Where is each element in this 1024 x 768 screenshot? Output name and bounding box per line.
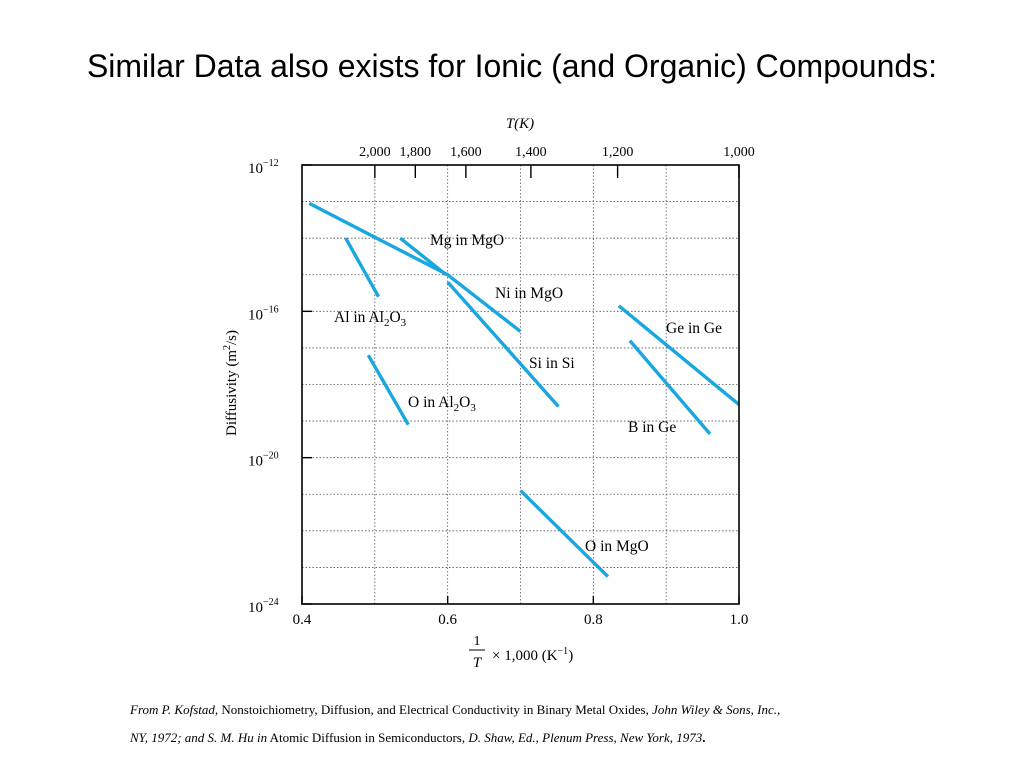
series-line-mg-in-mgo <box>308 201 522 333</box>
top-tick-label: 1,400 <box>515 145 547 160</box>
citation-part3: John Wiley & Sons, Inc., <box>648 702 781 717</box>
svg-text:T: T <box>473 655 483 671</box>
x-tick-label: 0.8 <box>584 612 603 628</box>
x-tick-label: 0.6 <box>438 612 457 628</box>
axis-ticks: 0.4 0.6 0.8 1.0 10−12 10−16 10−20 10−24 2,000 1,8… <box>248 145 755 628</box>
series-line-o-in-mgo <box>519 489 610 578</box>
series-line-ni-in-mgo <box>399 236 448 277</box>
series-label-si-in-si: Si in Si <box>529 355 575 372</box>
top-tick-label: 1,800 <box>400 145 432 160</box>
grid-lines <box>302 165 739 604</box>
citation-part4: NY, 1972; and S. M. Hu in <box>130 730 268 745</box>
svg-text:1: 1 <box>474 634 481 649</box>
top-tick-label: 1,000 <box>723 145 755 160</box>
citation-part7: . <box>702 730 706 745</box>
series-line-al-in-al2o3 <box>344 237 380 298</box>
slide-title: Similar Data also exists for Ionic (and … <box>86 48 938 84</box>
series-lines <box>308 201 741 578</box>
x-axis-title: 1 T × 1,000 (K−1) <box>469 634 573 671</box>
svg-text:× 1,000 (K−1): × 1,000 (K−1) <box>492 646 573 664</box>
x-tick-label: 0.4 <box>293 612 312 628</box>
series-label-ni-in-mgo: Ni in MgO <box>495 285 563 302</box>
series-label-al-in-al2o3: Al in Al2O3 <box>334 309 407 329</box>
series-label-b-in-ge: B in Ge <box>628 419 676 436</box>
series-label-o-in-al2o3: O in Al2O3 <box>408 394 476 414</box>
y-tick-label: 10−20 <box>248 451 279 470</box>
top-tick-label: 1,600 <box>450 145 482 160</box>
citation-part6: , D. Shaw, Ed., Plenum Press, New York, … <box>461 730 703 745</box>
citation: From P. Kofstad, Nonstoichiometry, Diffu… <box>130 696 950 752</box>
series-line-si-in-si <box>446 280 560 408</box>
y-axis-title: Diffusivity (m2/s) <box>222 330 240 436</box>
series-label-mg-in-mgo: Mg in MgO <box>430 232 504 249</box>
x-tick-label: 1.0 <box>730 612 749 628</box>
series-label-o-in-mgo: O in MgO <box>585 538 649 555</box>
citation-part5: Atomic Diffusion in Semiconductors <box>267 730 462 745</box>
plot-frame <box>301 164 740 605</box>
top-tick-label: 1,200 <box>602 145 634 160</box>
top-axis-title: T(K) <box>506 116 534 132</box>
series-line-o-in-al2o3 <box>366 354 410 426</box>
y-tick-label: 10−24 <box>248 597 279 616</box>
y-tick-label: 10−12 <box>248 158 279 177</box>
series-line-ge-in-ge <box>617 304 741 406</box>
citation-part1: From P. Kofstad, <box>130 702 219 717</box>
citation-part2: Nonstoichiometry, Diffusion, and Electri… <box>218 702 649 717</box>
series-label-ge-in-ge: Ge in Ge <box>666 320 722 337</box>
y-tick-label: 10−16 <box>248 304 279 323</box>
series-labels: Mg in MgO Ni in MgO Al in Al2O3 O in Al2O3 S… <box>334 232 722 555</box>
top-tick-label: 2,000 <box>359 145 391 160</box>
series-line-b-in-ge <box>628 339 712 436</box>
diffusivity-chart: 0.4 0.6 0.8 1.0 10−12 10−16 10−20 10−24 2,000 1,8… <box>222 116 755 671</box>
